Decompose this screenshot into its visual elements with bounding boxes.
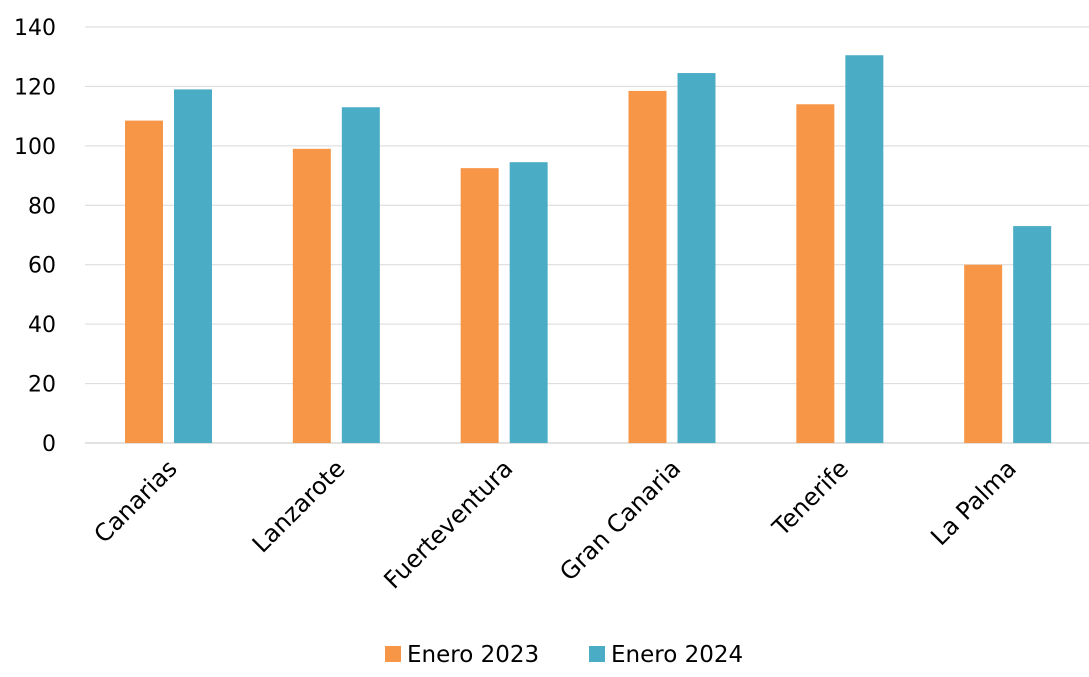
bar-enero-2024-la-palma xyxy=(1013,226,1052,443)
y-tick-label: 20 xyxy=(28,373,56,398)
y-tick-label: 60 xyxy=(28,254,56,279)
x-category-label: Tenerife xyxy=(766,454,854,542)
y-tick-label: 40 xyxy=(28,313,56,338)
legend: Enero 2023 Enero 2024 xyxy=(385,642,743,668)
x-category-label: Lanzarote xyxy=(247,454,351,558)
x-category-label: Fuerteventura xyxy=(378,454,518,594)
x-axis-category-labels: Canarias Lanzarote Fuerteventura Gran Canar… xyxy=(89,454,1022,594)
legend-swatch xyxy=(589,646,605,662)
x-category-label: La Palma xyxy=(925,454,1022,551)
legend-label: Enero 2023 xyxy=(407,642,539,668)
bars xyxy=(125,55,1052,444)
gridlines xyxy=(85,26,1089,444)
legend-swatch xyxy=(385,646,401,662)
bar-enero-2024-gran-canaria xyxy=(677,73,716,444)
bar-enero-2024-tenerife xyxy=(845,55,884,443)
bar-enero-2023-tenerife xyxy=(796,104,835,443)
bar-enero-2024-canarias xyxy=(174,89,212,444)
x-category-label: Gran Canaria xyxy=(554,454,686,586)
y-axis-tick-labels: 0 20 40 60 80 100 120 140 xyxy=(14,16,56,457)
x-category-label: Canarias xyxy=(89,454,183,548)
y-tick-label: 120 xyxy=(14,75,56,100)
bar-enero-2023-fuerteventura xyxy=(460,168,499,443)
bar-enero-2023-gran-canaria xyxy=(628,90,667,443)
y-tick-label: 80 xyxy=(28,194,56,219)
legend-label: Enero 2024 xyxy=(611,642,743,668)
bar-enero-2023-lanzarote xyxy=(292,148,331,444)
bar-enero-2023-canarias xyxy=(125,120,163,443)
bar-enero-2023-la-palma xyxy=(964,264,1003,443)
bar-enero-2024-fuerteventura xyxy=(509,162,548,443)
y-tick-label: 100 xyxy=(14,135,56,160)
y-tick-label: 140 xyxy=(14,16,56,41)
y-tick-label: 0 xyxy=(42,432,56,457)
bar-enero-2024-lanzarote xyxy=(341,107,380,443)
